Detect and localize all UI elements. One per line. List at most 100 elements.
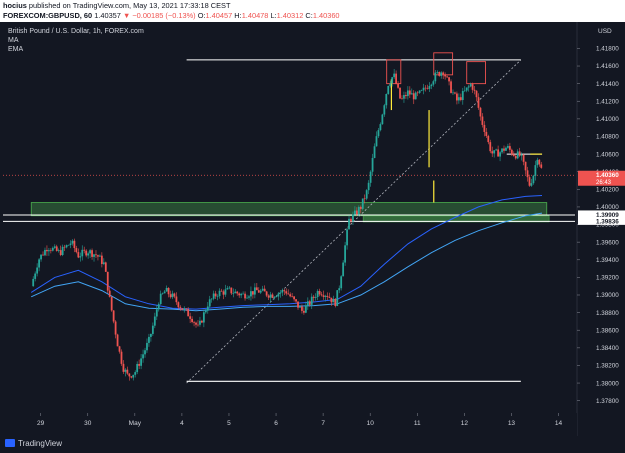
- candle-body: [108, 290, 111, 297]
- candle-body: [312, 296, 315, 298]
- price-tick-label: 1.39800: [596, 222, 619, 229]
- candle-body: [244, 293, 246, 299]
- candle-body: [406, 90, 409, 97]
- chart-background: [0, 22, 625, 436]
- candle-body: [163, 291, 166, 294]
- candle-body: [171, 293, 174, 298]
- candle-body: [481, 116, 484, 125]
- candle-body: [61, 246, 64, 256]
- candle-body: [124, 369, 127, 372]
- candle-body: [218, 290, 221, 297]
- candle-body: [242, 293, 244, 295]
- price-chart[interactable]: USD 1.41800 1.41600 1.41400 1.41200 1.41000 1.…: [0, 0, 625, 436]
- time-tick-label: 11: [414, 420, 421, 427]
- support-band[interactable]: [362, 215, 550, 223]
- tradingview-logo-icon: [5, 439, 15, 447]
- candle-body: [148, 336, 150, 343]
- candle-body: [444, 74, 447, 77]
- candle-body: [285, 291, 288, 294]
- candle-body: [522, 154, 525, 162]
- candle-body: [132, 374, 135, 378]
- legend-ema[interactable]: EMA: [8, 46, 24, 53]
- candle-body: [193, 322, 195, 323]
- candle-body: [59, 250, 62, 256]
- candle-body: [377, 130, 380, 137]
- candle-body: [330, 297, 333, 303]
- candle-body: [222, 291, 225, 295]
- candle-body: [540, 164, 543, 168]
- candle-body: [471, 84, 474, 90]
- legend-ma[interactable]: MA: [8, 37, 19, 44]
- candle-body: [505, 147, 507, 151]
- candle-body: [40, 254, 42, 260]
- candle-body: [524, 161, 527, 171]
- candle-body: [112, 310, 115, 322]
- candle-body: [181, 308, 184, 310]
- candle-body: [375, 136, 378, 147]
- candle-body: [87, 253, 90, 256]
- pattern-box[interactable]: [386, 59, 402, 85]
- support-zone[interactable]: [30, 202, 548, 217]
- candle-body: [306, 301, 309, 306]
- candle-body: [155, 309, 158, 317]
- time-tick-label: 12: [461, 420, 469, 427]
- candle-body: [301, 306, 303, 311]
- candle-body: [434, 72, 437, 82]
- high-value: 1.40478: [241, 11, 269, 20]
- candle-body: [299, 306, 301, 308]
- candle-body: [169, 294, 172, 298]
- candle-body: [85, 250, 88, 256]
- price-tick-label: 1.40200: [596, 187, 619, 194]
- candle-body: [201, 320, 203, 323]
- price-tick-label: 1.41800: [596, 46, 619, 53]
- candle-body: [199, 320, 201, 325]
- candle-body: [269, 294, 272, 298]
- candle-body: [55, 246, 58, 251]
- candle-body: [487, 135, 490, 143]
- candle-body: [385, 94, 388, 106]
- price-tick-label: 1.39600: [596, 239, 619, 246]
- candle-body: [146, 342, 148, 351]
- candle-body: [420, 90, 423, 91]
- price-label-text: 1.39836: [596, 218, 619, 225]
- candle-body: [314, 297, 317, 298]
- symbol-ohlc-line: FOREXCOM:GBPUSD, 60 1.40357 ▼ −0.00185 (…: [3, 11, 340, 20]
- candle-body: [516, 151, 519, 159]
- candle-body: [259, 290, 262, 293]
- open-label: O:: [197, 11, 206, 20]
- price-axis[interactable]: [577, 22, 625, 436]
- candle-body: [446, 76, 449, 78]
- price-change: ▼ −0.00185 (−0.13%): [122, 11, 196, 20]
- candle-body: [536, 159, 539, 166]
- trendline[interactable]: [186, 59, 522, 384]
- candle-body: [295, 299, 297, 302]
- price-label-text: 1.39909: [596, 212, 619, 219]
- tradingview-logo[interactable]: TradingView: [5, 439, 62, 448]
- candle-body: [226, 288, 229, 290]
- publisher-username[interactable]: hocius: [3, 1, 27, 10]
- price-tick-label: 1.41600: [596, 63, 619, 70]
- candle-body: [538, 159, 541, 165]
- candle-body: [469, 84, 472, 87]
- ema-line: [30, 212, 543, 312]
- time-tick-label: 5: [227, 420, 231, 427]
- candle-body: [334, 298, 337, 307]
- candle-body: [75, 248, 78, 253]
- candle-body: [499, 152, 501, 157]
- candle-body: [265, 291, 268, 296]
- currency-label: USD: [598, 28, 612, 35]
- candle-body: [461, 90, 464, 101]
- candle-body: [273, 296, 276, 298]
- candle-body: [100, 255, 103, 264]
- symbol-name[interactable]: FOREXCOM:GBPUSD, 60: [3, 11, 93, 20]
- pattern-box[interactable]: [466, 61, 487, 85]
- candle-body: [414, 92, 417, 100]
- candle-body: [428, 86, 431, 89]
- time-tick-label: 13: [508, 420, 516, 427]
- candle-body: [220, 290, 223, 292]
- candle-body: [228, 287, 231, 289]
- candle-body: [261, 288, 264, 291]
- time-axis[interactable]: [0, 413, 577, 436]
- candle-body: [97, 255, 99, 257]
- candle-body: [271, 294, 274, 298]
